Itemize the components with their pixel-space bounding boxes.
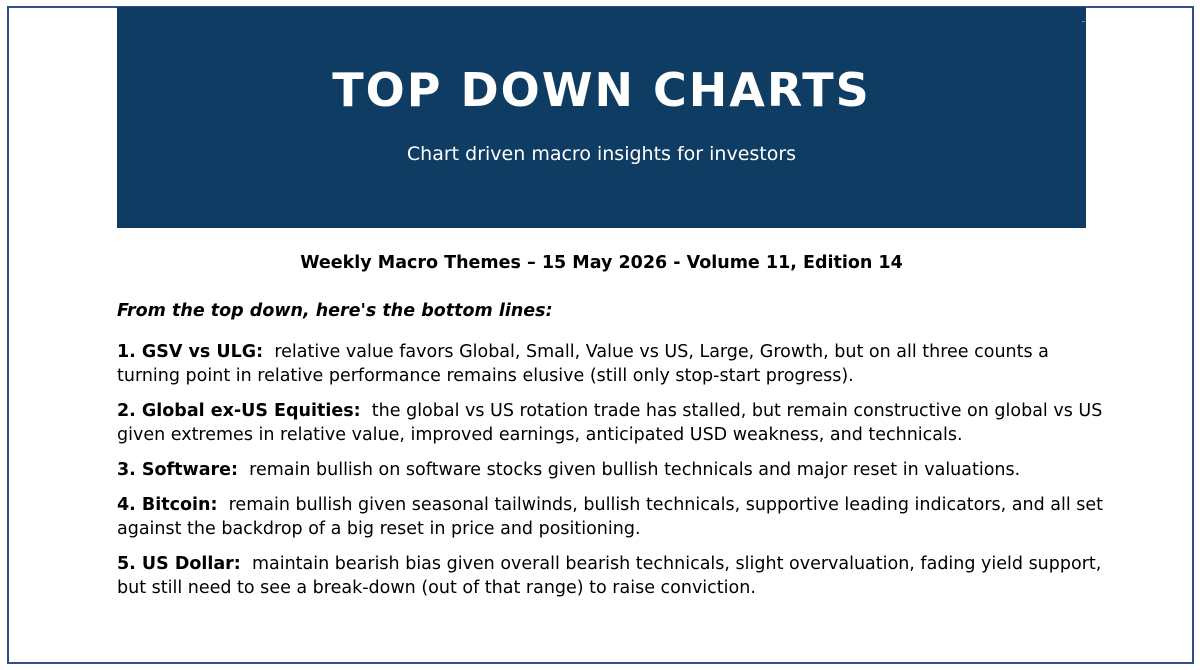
theme-label: 1. GSV vs ULG: [117, 342, 264, 362]
theme-text: remain bullish given seasonal tailwinds,… [117, 495, 1104, 539]
theme-item-global-ex-us-equities: 2. Global ex-US Equities: the global vs … [117, 399, 1117, 447]
theme-label: 3. Software: [117, 460, 238, 480]
brand-tagline: Chart driven macro insights for investor… [406, 143, 797, 165]
theme-item-us-dollar: 5. US Dollar: maintain bearish bias give… [117, 552, 1117, 600]
header-banner: TOP DOWN CHARTS Chart driven macro insig… [117, 7, 1086, 228]
theme-label: 5. US Dollar: [117, 554, 241, 574]
edition-heading: Weekly Macro Themes – 15 May 2026 - Volu… [300, 253, 903, 273]
theme-label: 4. Bitcoin: [117, 495, 218, 515]
theme-item-gsv-vs-ulg: 1. GSV vs ULG: relative value favors Glo… [117, 340, 1117, 388]
theme-text: maintain bearish bias given overall bear… [117, 554, 1102, 598]
themes-section: From the top down, here's the bottom lin… [117, 299, 1117, 611]
theme-label: 2. Global ex-US Equities: [117, 401, 361, 421]
theme-text: the global vs US rotation trade has stal… [117, 401, 1103, 445]
theme-text: relative value favors Global, Small, Val… [117, 342, 1049, 386]
banner-edge-mark [1082, 21, 1085, 22]
theme-text: remain bullish on software stocks given … [249, 460, 1021, 480]
theme-item-bitcoin: 4. Bitcoin: remain bullish given seasona… [117, 493, 1117, 541]
section-lead: From the top down, here's the bottom lin… [117, 301, 553, 321]
brand-title: TOP DOWN CHARTS [332, 63, 871, 117]
theme-item-software: 3. Software: remain bullish on software … [117, 458, 1117, 482]
